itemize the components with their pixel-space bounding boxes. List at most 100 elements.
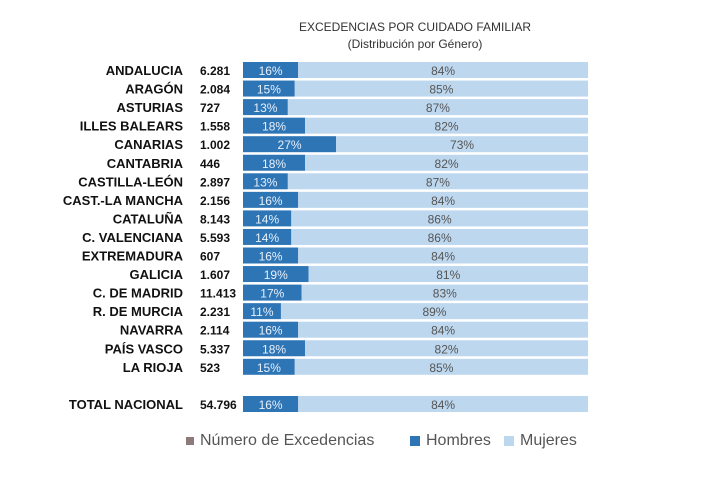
category-label: CATALUÑA <box>113 211 184 226</box>
data-label: 84% <box>431 194 455 208</box>
data-label: 13% <box>253 175 277 189</box>
count-label: 5.593 <box>200 231 230 245</box>
data-label: 86% <box>428 231 452 245</box>
bar-mujeres <box>298 191 588 208</box>
data-label: 82% <box>435 120 459 134</box>
bar-hombres <box>243 99 288 116</box>
data-label: 82% <box>435 342 459 356</box>
bar-mujeres <box>291 228 588 245</box>
bar-hombres <box>243 80 295 97</box>
bar-hombres <box>243 154 306 171</box>
category-label: ASTURIAS <box>117 100 184 115</box>
data-label: 84% <box>431 324 455 338</box>
data-label: 16% <box>259 324 283 338</box>
count-label: 2.156 <box>200 194 230 208</box>
bar-hombres <box>243 303 281 320</box>
category-label: LA RIOJA <box>123 360 184 375</box>
category-label: R. DE MURCIA <box>93 304 184 319</box>
category-label: CASTILLA-LEÓN <box>78 174 183 189</box>
data-label: 13% <box>253 101 277 115</box>
category-label: ARAGÓN <box>125 82 183 97</box>
bar-mujeres <box>280 303 588 320</box>
bar-mujeres <box>291 210 588 227</box>
category-label: TOTAL NACIONAL <box>69 397 183 412</box>
bar-mujeres <box>298 321 588 338</box>
data-label: 18% <box>262 157 286 171</box>
bar-hombres <box>243 228 292 245</box>
count-label: 11.413 <box>200 287 236 301</box>
legend-label-hombres: Hombres <box>426 432 491 449</box>
count-label: 523 <box>200 361 220 375</box>
count-label: 1.002 <box>200 138 230 152</box>
bar-hombres <box>243 340 306 357</box>
count-label: 2.084 <box>200 83 230 97</box>
bar-hombres <box>243 136 337 153</box>
data-label: 16% <box>259 64 283 78</box>
data-label: 73% <box>450 138 474 152</box>
bar-mujeres <box>294 358 588 375</box>
bar-mujeres <box>287 173 588 190</box>
bar-hombres <box>243 321 299 338</box>
category-label: ILLES BALEARS <box>80 119 184 134</box>
category-label: CAST.-LA MANCHA <box>63 193 184 208</box>
data-label: 84% <box>431 64 455 78</box>
legend-hombres: Hombres <box>410 432 491 450</box>
bar-mujeres <box>336 136 588 153</box>
legend-counts: Número de Excedencias <box>186 432 374 450</box>
bar-mujeres <box>305 340 588 357</box>
data-label: 83% <box>433 287 457 301</box>
count-label: 1.558 <box>200 120 230 134</box>
category-label: CANARIAS <box>114 137 183 152</box>
data-label: 17% <box>260 287 284 301</box>
data-label: 82% <box>435 157 459 171</box>
bar-hombres <box>243 284 302 301</box>
count-label: 446 <box>200 157 220 171</box>
chart-title: EXCEDENCIAS POR CUIDADO FAMILIAR <box>298 20 532 34</box>
bar-mujeres <box>308 266 588 283</box>
data-label: 11% <box>250 305 273 319</box>
bar-mujeres <box>294 80 588 97</box>
category-label: CANTABRIA <box>107 156 184 171</box>
bar-mujeres <box>305 117 588 134</box>
count-label: 2.114 <box>200 324 230 338</box>
legend-swatch-counts <box>186 437 194 445</box>
data-label: 84% <box>431 398 455 412</box>
count-label: 607 <box>200 250 220 264</box>
data-label: 16% <box>259 194 283 208</box>
bar-mujeres <box>301 284 588 301</box>
data-label: 87% <box>426 175 450 189</box>
category-label: EXTREMADURA <box>82 249 184 264</box>
count-label: 2.231 <box>200 305 230 319</box>
bar-hombres <box>243 247 299 264</box>
bar-hombres <box>243 62 299 78</box>
data-label: 81% <box>436 268 460 282</box>
data-label: 14% <box>255 231 279 245</box>
count-label: 6.281 <box>200 64 230 78</box>
data-label: 89% <box>422 305 446 319</box>
data-label: 14% <box>255 212 279 226</box>
category-label: PAÍS VASCO <box>105 341 183 356</box>
bar-hombres <box>243 358 295 375</box>
bar-hombres <box>243 396 299 412</box>
count-label: 727 <box>200 101 220 115</box>
data-label: 86% <box>428 212 452 226</box>
category-label: C. VALENCIANA <box>82 230 183 245</box>
bar-hombres <box>243 173 288 190</box>
category-label: NAVARRA <box>120 323 184 338</box>
chart-subtitle: (Distribución por Género) <box>347 37 483 51</box>
data-label: 27% <box>278 138 302 152</box>
data-label: 87% <box>426 101 450 115</box>
data-label: 15% <box>257 361 281 375</box>
data-label: 85% <box>429 361 453 375</box>
count-label: 54.796 <box>200 398 237 412</box>
category-label: C. DE MADRID <box>93 286 183 301</box>
data-label: 15% <box>257 83 281 97</box>
data-label: 84% <box>431 250 455 264</box>
data-label: 19% <box>264 268 288 282</box>
bar-mujeres <box>298 62 588 78</box>
bar-hombres <box>243 117 306 134</box>
bar-mujeres <box>287 99 588 116</box>
data-label: 18% <box>262 120 286 134</box>
legend-swatch-mujeres <box>504 436 514 446</box>
